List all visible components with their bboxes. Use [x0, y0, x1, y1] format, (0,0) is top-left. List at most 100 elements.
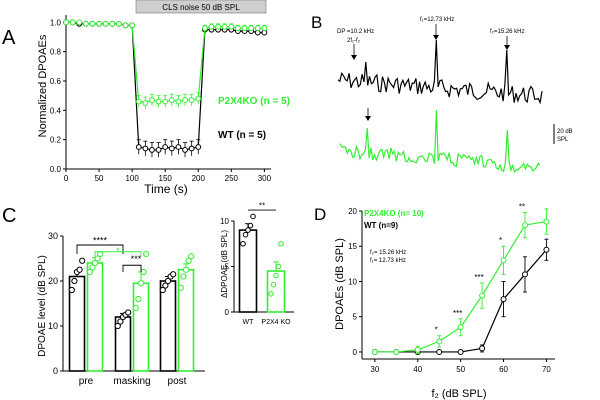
c-y-tick-label: 20 — [48, 276, 58, 286]
inset-data-point — [240, 240, 246, 247]
d-sig-label: *** — [474, 273, 483, 282]
a-data-point — [116, 20, 122, 27]
c-category-label: pre — [79, 376, 94, 387]
a-data-point — [135, 98, 142, 105]
a-data-point — [109, 20, 116, 27]
c-data-point — [159, 286, 166, 294]
scale-bar-value: 20 dB — [557, 129, 573, 135]
a-data-point — [168, 97, 175, 103]
a-data-point — [155, 147, 162, 153]
a-data-point — [76, 19, 83, 26]
d-y-tick-label: 5 — [353, 313, 358, 322]
c-data-point — [140, 268, 147, 276]
a-x-tick-label: 150 — [159, 174, 173, 183]
a-data-point — [149, 97, 155, 103]
c-y-tick-label: 10 — [48, 321, 58, 331]
c-data-point — [71, 277, 78, 285]
c-data-point — [125, 309, 132, 316]
d-data-point — [479, 292, 486, 299]
c-bar — [132, 282, 150, 372]
a-data-point — [149, 147, 155, 153]
a-y-tick-label: 0.2 — [50, 136, 62, 145]
c-category-label: masking — [113, 376, 150, 387]
inset-sig-label: ** — [259, 201, 265, 210]
a-x-tick-label: 50 — [95, 174, 104, 183]
c-category-label: post — [168, 376, 187, 387]
c-data-point — [162, 282, 169, 289]
a-y-tick-label: 1.0 — [50, 18, 62, 27]
d-x-tick-label: 50 — [456, 365, 465, 374]
d-data-point — [521, 271, 528, 278]
a-data-point — [96, 20, 102, 27]
inset-data-point — [242, 231, 249, 238]
green-dp-arrow-head — [365, 116, 371, 121]
a-data-point — [122, 22, 129, 29]
inset-data-point — [278, 240, 284, 247]
stimulus-f2-text: f₂= 15.26 kHz — [370, 250, 406, 256]
c-data-point — [164, 277, 172, 285]
a-y-tick-label: 0.8 — [50, 48, 62, 57]
c-data-point — [180, 273, 187, 280]
inset-category-label: WT — [243, 319, 255, 326]
c-data-point — [185, 257, 192, 264]
a-data-point — [215, 23, 221, 30]
a-data-point — [221, 23, 228, 30]
c-data-point — [132, 304, 139, 312]
c-data-point — [188, 253, 195, 260]
a-data-point — [228, 23, 235, 30]
c-data-point — [91, 259, 99, 267]
panel-a: CLS noise 50 dB SPL 0 50 100 150 200 250 300 0.… — [37, 0, 290, 196]
d-x-tick-label: 30 — [370, 365, 379, 374]
a-data-point — [82, 20, 89, 27]
a-data-point — [175, 144, 182, 150]
panel-a-plot-area: 0 50 100 150 200 250 300 0.0 0.2 0.4 0.6 0.8 1.0 — [50, 15, 272, 183]
a-x-tick-label: 250 — [225, 174, 239, 183]
d-y-tick-label: 10 — [348, 277, 357, 286]
a-x-tick-label: 200 — [192, 174, 206, 183]
c-data-point — [182, 266, 190, 273]
c-data-point — [137, 280, 145, 287]
d-sig-label: * — [435, 326, 438, 335]
d-x-tick-label: 60 — [499, 365, 508, 374]
d-data-point — [393, 348, 400, 355]
d-data-point — [521, 222, 528, 229]
a-y-tick-label: 0.0 — [50, 165, 62, 174]
a-data-point — [135, 144, 142, 150]
c-sig-label: * — [116, 246, 120, 256]
inset-data-point — [247, 222, 254, 229]
stimulus-label: CLS noise 50 dB SPL — [162, 3, 240, 12]
a-data-point — [248, 25, 255, 32]
a-data-point — [69, 19, 76, 26]
panel-label-d: D — [314, 205, 326, 224]
panel-a-x-label: Time (s) — [144, 182, 188, 196]
a-series-line — [66, 21, 265, 104]
c-data-point — [170, 271, 177, 278]
inset-y-tick-label: 5 — [225, 263, 230, 272]
panel-d-x-label: f₂ (dB SPL) — [431, 388, 486, 400]
c-bar — [86, 262, 104, 372]
d-sig-label: *** — [453, 309, 462, 318]
c-sig-label: **** — [93, 236, 108, 246]
f1-annotation: f₁=12.73 kHz — [420, 17, 454, 23]
a-data-point — [188, 97, 195, 103]
a-data-point — [63, 19, 69, 26]
f2-arrow-head — [504, 45, 510, 50]
a-data-point — [155, 98, 162, 105]
a-data-point — [195, 144, 202, 150]
legend-p2x4ko: P2X4KO (n = 5) — [218, 96, 290, 107]
inset-y-label: ΔDPOAE (dB SPL) — [220, 230, 229, 298]
dp-arrow-head — [351, 55, 357, 60]
inset-data-point — [245, 227, 251, 233]
d-x-tick-label: 70 — [542, 365, 551, 374]
a-x-tick-label: 0 — [64, 174, 69, 183]
a-data-point — [162, 144, 169, 150]
a-data-point — [142, 145, 149, 152]
scale-bar-unit: SPL — [557, 137, 569, 143]
f2-annotation: f₂=15.26 kHz — [490, 29, 525, 35]
d-y-tick-label: 0 — [353, 348, 358, 357]
a-data-point — [89, 20, 96, 27]
d-data-point — [436, 338, 443, 345]
a-data-point — [261, 25, 268, 32]
